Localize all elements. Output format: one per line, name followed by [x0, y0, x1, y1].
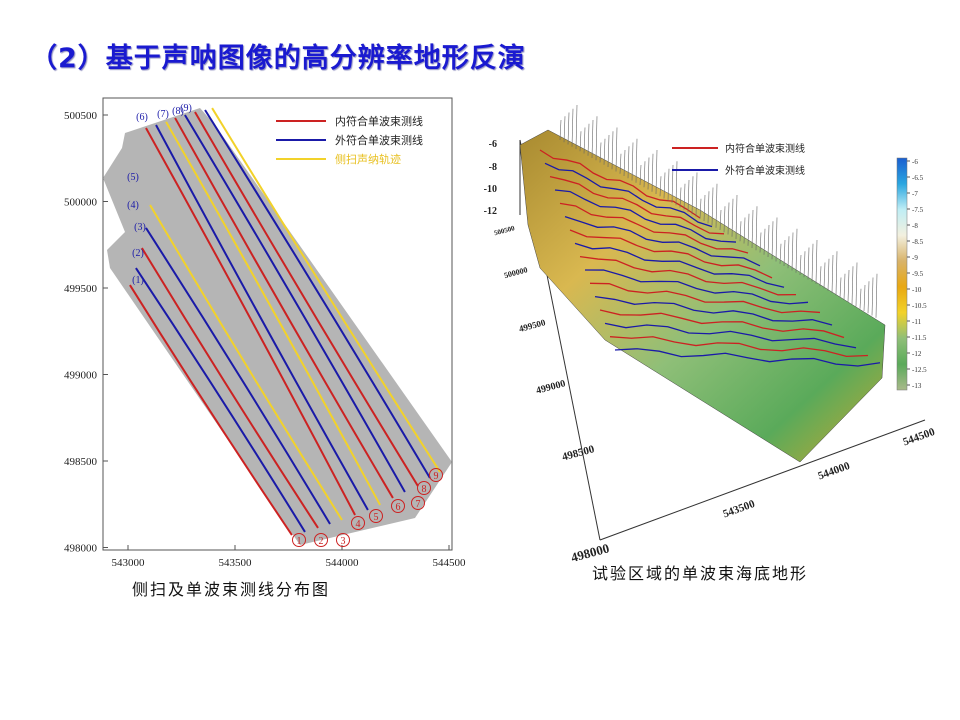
x-tick-label: 544500 — [433, 557, 467, 569]
y-tick-label: 498000 — [64, 543, 98, 555]
survey-line-inner — [129, 284, 293, 536]
line-end-marker — [411, 496, 425, 510]
line-start-label: (4) — [127, 200, 139, 211]
line-end-label: 9 — [434, 471, 439, 482]
survey-line-inner — [141, 247, 319, 529]
legend-box — [262, 103, 450, 165]
survey-line-sidescan — [165, 121, 381, 506]
line-end-marker — [429, 468, 443, 482]
y-tick-label: 499000 — [64, 370, 98, 382]
line-start-label: (6) — [136, 112, 148, 123]
line-start-label: (9) — [180, 103, 192, 114]
left-caption: 侧扫及单波束测线分布图 — [132, 580, 331, 599]
survey-line-inner — [174, 117, 394, 499]
survey-line-outer — [135, 267, 306, 533]
x-tick-label: 543500 — [219, 557, 253, 569]
y-tick-label: 499500 — [64, 283, 98, 295]
line-end-label: 6 — [396, 502, 401, 513]
line-end-marker — [391, 499, 405, 513]
x-tick-label: 544000 — [326, 557, 360, 569]
legend-label: 外符合单波束测线 — [335, 133, 423, 147]
line-end-label: 1 — [297, 536, 302, 547]
line-end-label: 2 — [319, 536, 324, 547]
legend-label: 内符合单波束测线 — [335, 114, 423, 128]
slide-title: （2）基于声呐图像的高分辨率地形反演 — [30, 43, 526, 74]
legend-label: 侧扫声纳轨迹 — [335, 152, 401, 166]
survey-line-outer — [155, 124, 369, 511]
right-caption: 试验区域的单波束海底地形 — [592, 564, 809, 583]
survey-line-inner — [145, 127, 356, 516]
line-start-label: (1) — [132, 275, 144, 286]
sidescan-swath — [103, 108, 452, 545]
line-start-label: (7) — [157, 109, 169, 120]
y-tick-label: 498500 — [64, 456, 98, 468]
line-start-label: (5) — [127, 172, 139, 183]
line-end-label: 7 — [416, 499, 421, 510]
line-end-marker — [336, 533, 350, 547]
line-end-marker — [417, 481, 431, 495]
line-end-label: 4 — [356, 519, 361, 530]
line-end-label: 8 — [422, 484, 427, 495]
line-start-label: (8) — [172, 106, 184, 117]
y-tick-label: 500000 — [64, 197, 98, 209]
line-end-marker — [369, 509, 383, 523]
line-end-marker — [292, 533, 306, 547]
line-end-marker — [351, 516, 365, 530]
survey-line-outer — [145, 227, 331, 525]
survey-line-outer — [184, 114, 406, 493]
survey-line-sidescan — [149, 204, 343, 521]
line-start-label: (2) — [132, 248, 144, 259]
line-end-marker — [314, 533, 328, 547]
y-tick-label: 500500 — [64, 110, 98, 122]
line-end-label: 5 — [374, 512, 379, 523]
survey-line-sidescan — [211, 107, 441, 473]
survey-line-inner — [194, 111, 419, 487]
line-end-label: 3 — [341, 536, 346, 547]
survey-line-outer — [204, 109, 431, 479]
line-start-label: (3) — [134, 222, 146, 233]
x-tick-label: 543000 — [112, 557, 146, 569]
